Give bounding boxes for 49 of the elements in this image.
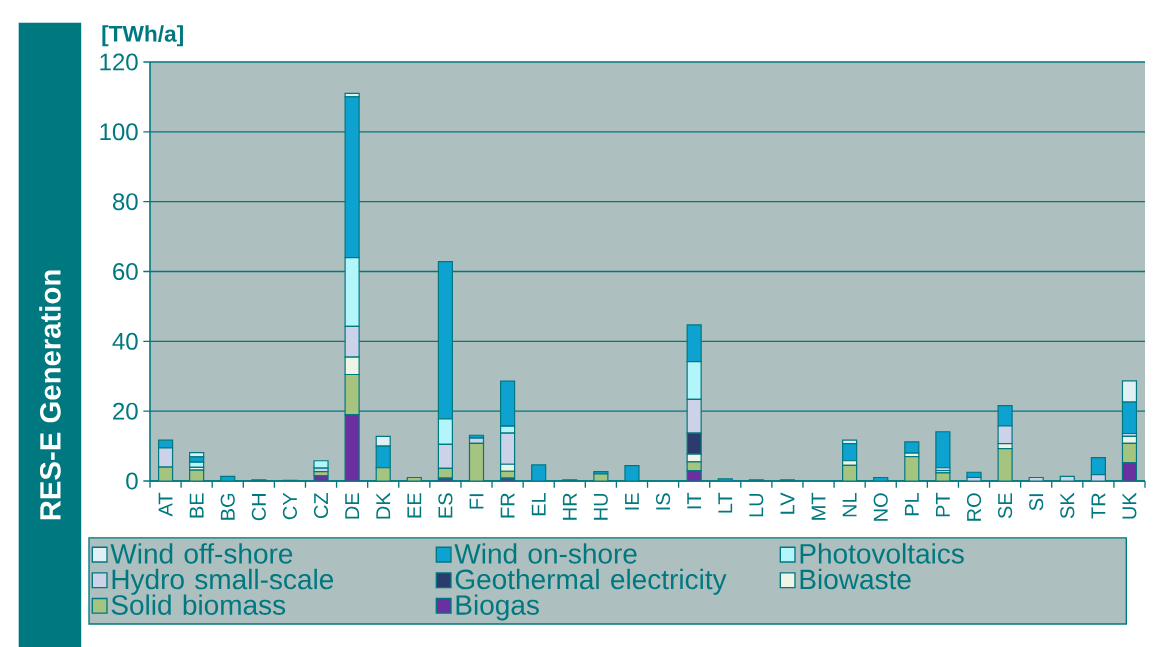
x-tick-label: FI bbox=[469, 494, 484, 509]
x-tick-label: HR bbox=[562, 493, 577, 520]
y-tick-label: 60 bbox=[113, 262, 138, 280]
x-tick-label: UK bbox=[1122, 492, 1137, 519]
legend-label: Biogas bbox=[456, 594, 539, 621]
legend-label: Solid biomass bbox=[111, 594, 286, 615]
x-tick-label: BG bbox=[220, 493, 235, 520]
x-tick-label: EE bbox=[407, 493, 422, 518]
x-tick-label: HU bbox=[593, 493, 608, 520]
x-tick-label: MT bbox=[811, 492, 826, 520]
y-tick-label: 20 bbox=[113, 402, 138, 420]
x-tick-label: BE bbox=[189, 493, 204, 518]
x-tick-label: DK bbox=[376, 492, 391, 519]
legend-label: Photovoltaics bbox=[800, 543, 964, 564]
legend-label: Wind on-shore bbox=[454, 543, 637, 564]
x-tick-label: LV bbox=[780, 492, 795, 514]
text: RES-E Generation bbox=[39, 270, 61, 520]
y-tick-label: 80 bbox=[112, 193, 138, 211]
x-tick-label: LU bbox=[749, 493, 764, 517]
x-tick-label: DE bbox=[345, 493, 359, 519]
legend-label: Wind off-shore bbox=[110, 543, 293, 564]
x-tick-label: ES bbox=[438, 493, 453, 518]
y-axis-title: [TWh/a] bbox=[102, 25, 183, 47]
x-tick-label: SE bbox=[998, 493, 1013, 519]
legend-label: Hydro small-scale bbox=[112, 568, 334, 595]
legend-label: Biowaste bbox=[800, 568, 911, 590]
x-tick-label: LT bbox=[718, 492, 733, 513]
x-tick-label: RO bbox=[966, 493, 982, 521]
x-tick-label: TR bbox=[1091, 493, 1106, 519]
x-tick-label: PT bbox=[936, 492, 950, 517]
x-tick-label: EL bbox=[531, 493, 546, 516]
y-tick-label: 0 bbox=[126, 472, 138, 490]
x-tick-label: IT bbox=[687, 492, 702, 509]
x-tick-label: CZ bbox=[313, 493, 329, 519]
y-tick-label: 100 bbox=[100, 123, 138, 141]
x-tick-label: IE bbox=[625, 493, 639, 510]
legend-label: Geothermal electricity bbox=[455, 568, 727, 595]
x-tick-label: SK bbox=[1060, 492, 1075, 519]
y-tick-label: 120 bbox=[100, 53, 138, 71]
x-tick-label: CY bbox=[282, 492, 297, 520]
x-tick-label: NO bbox=[873, 493, 888, 521]
x-tick-label: SI bbox=[1029, 494, 1044, 511]
x-tick-label: PL bbox=[904, 493, 919, 516]
x-tick-label: NL bbox=[842, 493, 857, 517]
x-tick-label: CH bbox=[251, 494, 266, 521]
x-tick-label: AT bbox=[158, 492, 173, 517]
y-tick-label: 40 bbox=[112, 332, 138, 350]
x-tick-label: FR bbox=[500, 493, 515, 518]
x-tick-label: IS bbox=[655, 493, 671, 510]
